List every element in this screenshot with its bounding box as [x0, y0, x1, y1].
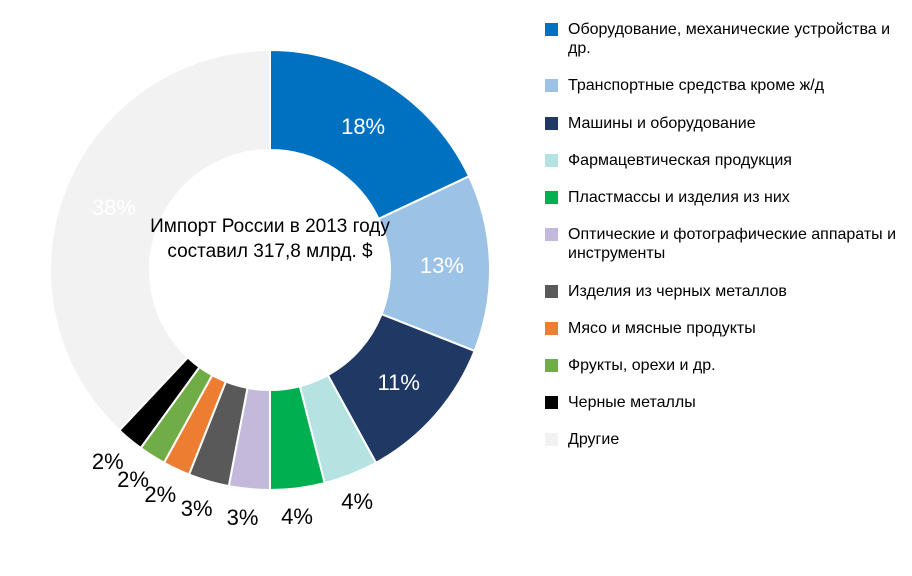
legend-label-5: Оптические и фотографические аппараты и …	[568, 225, 900, 263]
legend-label-3: Фармацевтическая продукция	[568, 151, 792, 170]
legend-label-6: Изделия из черных металлов	[568, 282, 787, 301]
slice-label-10: 38%	[92, 195, 136, 221]
legend-swatch-2	[545, 117, 558, 130]
chart-container: Импорт России в 2013 году составил 317,8…	[0, 0, 912, 576]
slice-label-9: 2%	[92, 449, 124, 475]
slice-label-5: 3%	[227, 505, 259, 531]
legend-item-6: Изделия из черных металлов	[545, 282, 900, 301]
legend-item-8: Фрукты, орехи и др.	[545, 356, 900, 375]
legend-swatch-8	[545, 359, 558, 372]
slice-label-2: 11%	[378, 370, 420, 396]
donut-chart: Импорт России в 2013 году составил 317,8…	[20, 20, 520, 520]
legend-swatch-9	[545, 396, 558, 409]
slice-label-4: 4%	[281, 504, 313, 530]
legend-item-5: Оптические и фотографические аппараты и …	[545, 225, 900, 263]
legend-label-0: Оборудование, механические устройства и …	[568, 20, 900, 58]
legend-item-7: Мясо и мясные продукты	[545, 319, 900, 338]
legend-item-4: Пластмассы и изделия из них	[545, 188, 900, 207]
center-text: Импорт России в 2013 году составил 317,8…	[145, 215, 395, 264]
slice-label-1: 13%	[420, 253, 464, 279]
legend-swatch-3	[545, 154, 558, 167]
legend-label-9: Черные металлы	[568, 393, 696, 412]
legend-item-10: Другие	[545, 430, 900, 449]
legend-swatch-5	[545, 228, 558, 241]
slice-label-0: 18%	[341, 114, 385, 140]
legend-item-1: Транспортные средства кроме ж/д	[545, 76, 900, 95]
legend-swatch-6	[545, 285, 558, 298]
legend-label-2: Машины и оборудование	[568, 114, 756, 133]
legend-swatch-10	[545, 433, 558, 446]
legend-label-8: Фрукты, орехи и др.	[568, 356, 716, 375]
slice-label-3: 4%	[341, 489, 373, 515]
legend-label-1: Транспортные средства кроме ж/д	[568, 76, 824, 95]
legend-swatch-0	[545, 23, 558, 36]
legend-label-4: Пластмассы и изделия из них	[568, 188, 790, 207]
legend-item-3: Фармацевтическая продукция	[545, 151, 900, 170]
slice-label-7: 2%	[144, 482, 176, 508]
legend-swatch-4	[545, 191, 558, 204]
legend-label-10: Другие	[568, 430, 619, 449]
legend: Оборудование, механические устройства и …	[545, 20, 900, 467]
legend-item-9: Черные металлы	[545, 393, 900, 412]
legend-swatch-7	[545, 322, 558, 335]
slice-label-6: 3%	[181, 496, 213, 522]
legend-item-0: Оборудование, механические устройства и …	[545, 20, 900, 58]
legend-label-7: Мясо и мясные продукты	[568, 319, 756, 338]
legend-item-2: Машины и оборудование	[545, 114, 900, 133]
legend-swatch-1	[545, 79, 558, 92]
